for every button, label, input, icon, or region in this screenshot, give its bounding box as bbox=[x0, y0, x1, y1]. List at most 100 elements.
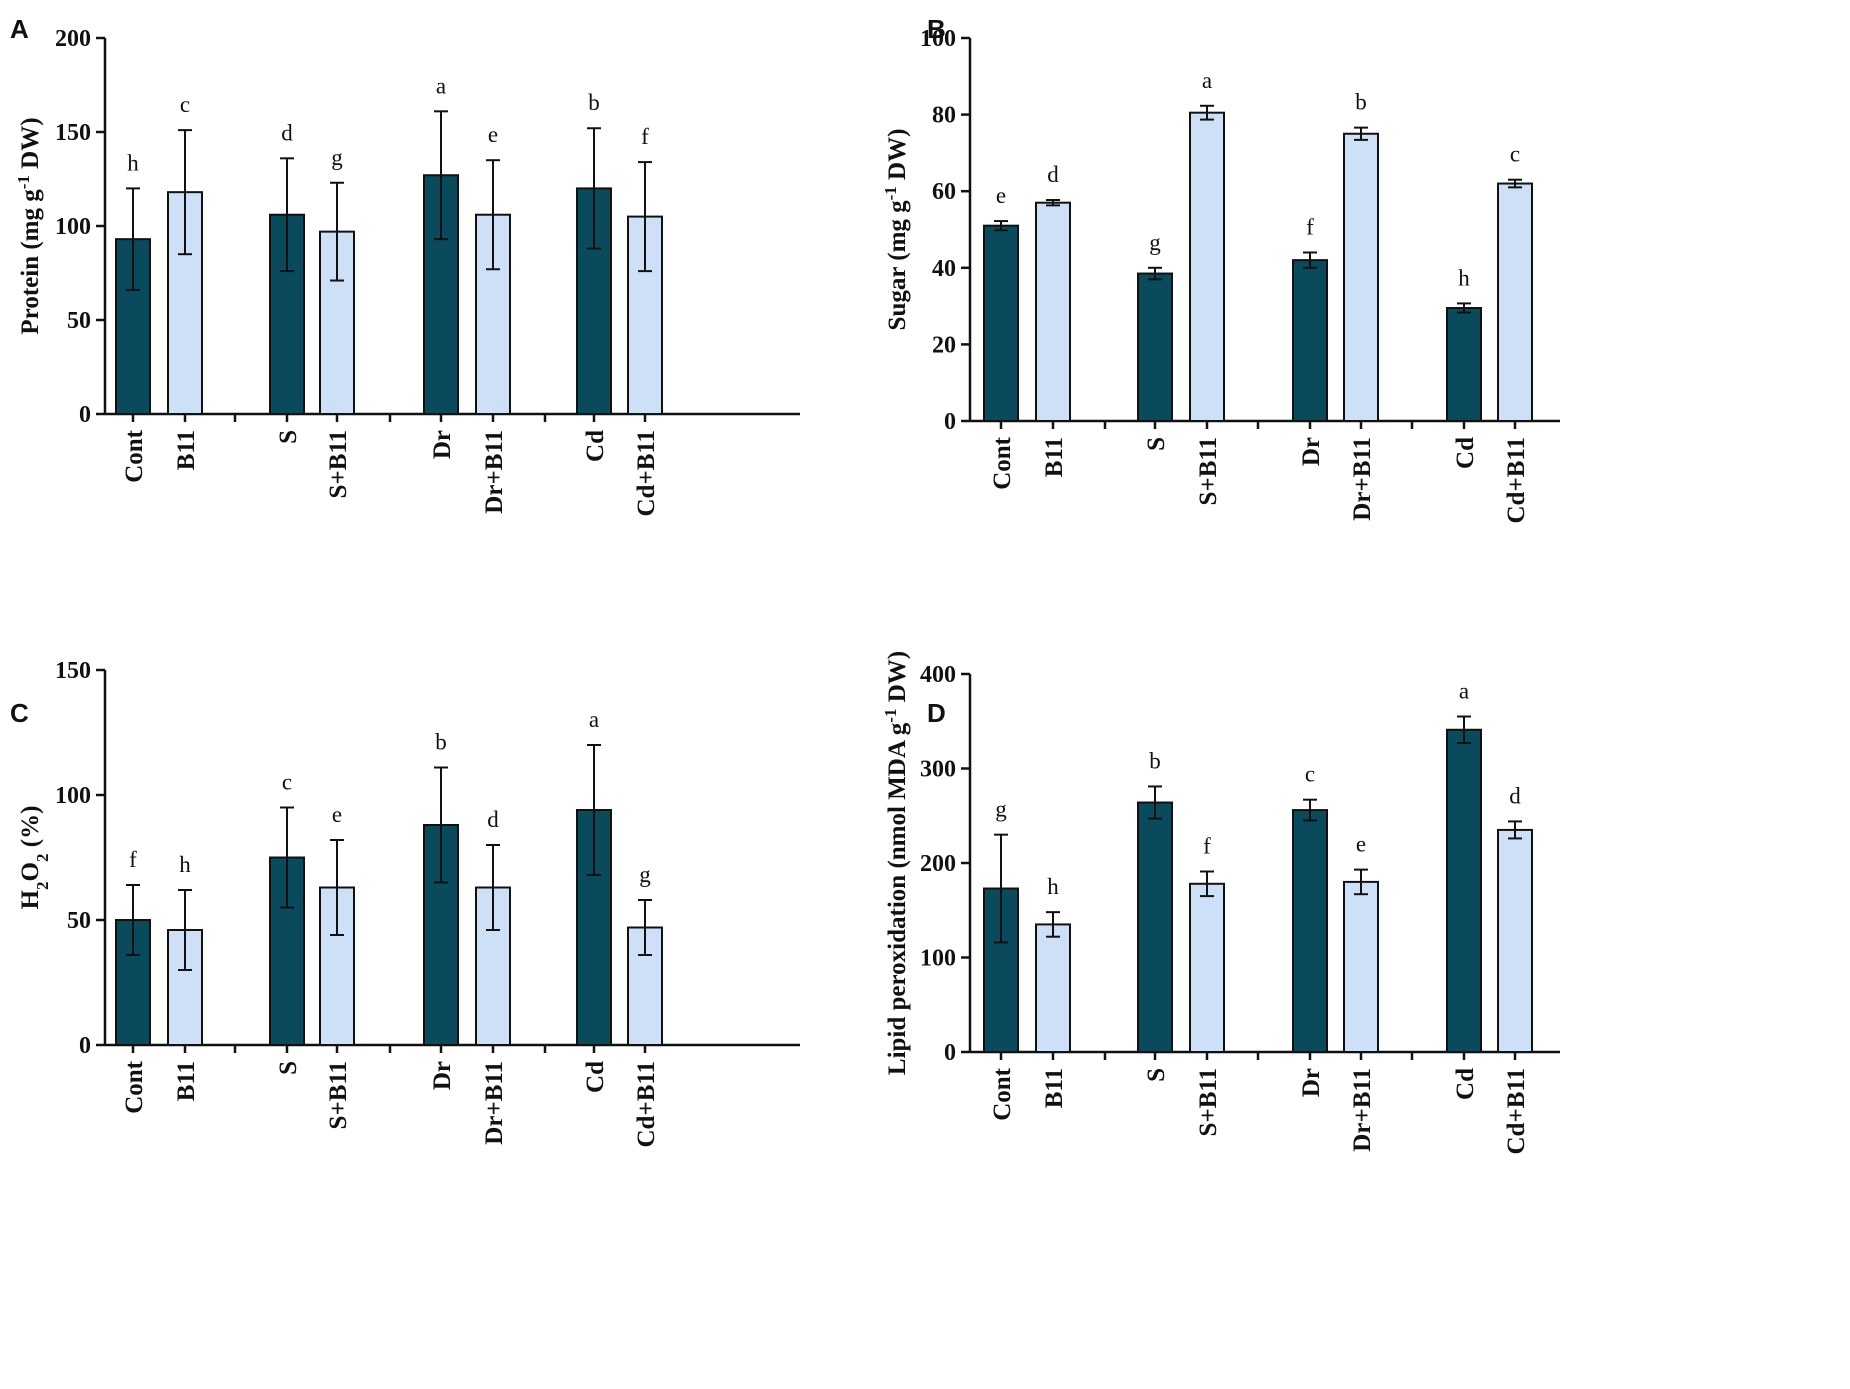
significance-letter: h bbox=[1047, 874, 1059, 899]
significance-letter: e bbox=[332, 802, 342, 827]
y-axis-title: Sugar (mg g-1 DW) bbox=[881, 129, 912, 331]
category-label: Cd bbox=[1452, 437, 1479, 469]
category-label: Dr+B11 bbox=[481, 1061, 508, 1145]
significance-letter: g bbox=[1149, 230, 1161, 255]
y-tick-label: 20 bbox=[932, 332, 956, 358]
panel-letter: B bbox=[927, 14, 946, 44]
y-axis-title: Lipid peroxidation (nmol MDA g-1 DW) bbox=[881, 651, 912, 1075]
category-label: S+B11 bbox=[325, 1061, 352, 1129]
significance-letter: h bbox=[127, 150, 139, 175]
category-label: Cont bbox=[121, 429, 148, 482]
category-label: Cd+B11 bbox=[633, 430, 660, 517]
category-label: S bbox=[275, 430, 302, 444]
category-label: Dr bbox=[429, 430, 456, 459]
category-label: Cont bbox=[989, 436, 1016, 489]
category-label: Cd+B11 bbox=[1503, 1068, 1530, 1155]
category-label: Cd+B11 bbox=[1503, 437, 1530, 524]
category-label: B11 bbox=[1041, 437, 1068, 477]
panel-letter: C bbox=[10, 698, 29, 728]
significance-letter: e bbox=[1356, 832, 1366, 857]
panel-a: A 0 50 100 150 200 Protein (mg g-1 DW) h Cont c B1… bbox=[10, 14, 800, 517]
y-tick-label: 0 bbox=[79, 402, 91, 428]
significance-letter: b bbox=[588, 90, 600, 115]
y-tick-label: 200 bbox=[920, 851, 956, 877]
category-label: Cd bbox=[1452, 1068, 1479, 1100]
y-tick-label: 100 bbox=[55, 783, 91, 809]
y-tick-label: 60 bbox=[932, 179, 956, 205]
category-label: Cd+B11 bbox=[633, 1061, 660, 1148]
significance-letter: g bbox=[995, 797, 1007, 822]
panel-d: D 0 100 200 300 400 Lipid peroxidation (nmol M… bbox=[881, 651, 1560, 1155]
bar-b11 bbox=[1035, 923, 1071, 1053]
panel-letter: A bbox=[10, 14, 29, 44]
bar-cd bbox=[1446, 307, 1482, 423]
y-tick-label: 150 bbox=[55, 120, 91, 146]
category-label: S+B11 bbox=[1195, 1068, 1222, 1136]
y-tick-label: 0 bbox=[944, 1040, 956, 1066]
significance-letter: f bbox=[129, 847, 137, 872]
significance-letter: a bbox=[1202, 68, 1212, 93]
y-tick-label: 0 bbox=[944, 409, 956, 435]
significance-letter: g bbox=[639, 862, 651, 887]
significance-letter: h bbox=[179, 852, 191, 877]
bar-cd-b11 bbox=[627, 215, 663, 415]
bar-b11 bbox=[1035, 201, 1071, 422]
bar-dr-b11 bbox=[1343, 880, 1379, 1054]
category-label: S+B11 bbox=[1195, 437, 1222, 505]
significance-letter: d bbox=[1509, 783, 1521, 808]
bar-cd-b11 bbox=[1497, 182, 1533, 422]
significance-letter: c bbox=[180, 92, 190, 117]
bar-dr-b11 bbox=[1343, 132, 1379, 422]
y-tick-label: 200 bbox=[55, 26, 91, 52]
y-tick-label: 300 bbox=[920, 757, 956, 783]
y-tick-label: 40 bbox=[932, 256, 956, 282]
significance-letter: b bbox=[1355, 90, 1367, 115]
category-label: Cont bbox=[121, 1060, 148, 1113]
category-label: S+B11 bbox=[325, 430, 352, 498]
y-axis-title: H2O2 (%) bbox=[17, 806, 52, 910]
y-tick-label: 400 bbox=[920, 662, 956, 688]
bar-s bbox=[1137, 801, 1173, 1054]
category-label: S bbox=[1143, 437, 1170, 451]
significance-letter: d bbox=[1047, 162, 1059, 187]
y-tick-label: 0 bbox=[79, 1033, 91, 1059]
significance-letter: f bbox=[1306, 214, 1314, 239]
y-tick-label: 150 bbox=[55, 658, 91, 684]
significance-letter: c bbox=[1510, 142, 1520, 167]
significance-letter: h bbox=[1458, 265, 1470, 290]
bar-dr bbox=[1292, 259, 1328, 423]
significance-letter: a bbox=[436, 73, 446, 98]
category-label: Dr+B11 bbox=[1349, 1068, 1376, 1152]
panel-letter: D bbox=[927, 698, 946, 728]
bar-s-b11 bbox=[1189, 882, 1225, 1053]
category-label: Dr+B11 bbox=[481, 430, 508, 514]
significance-letter: c bbox=[282, 770, 292, 795]
category-label: Dr bbox=[1298, 1068, 1325, 1097]
category-label: B11 bbox=[173, 1061, 200, 1101]
panel-c: C 0 50 100 150 H2O2 (%) f Cont h B11 c Se S+B11 b Dr d D… bbox=[10, 658, 800, 1148]
category-label: Cd bbox=[582, 430, 609, 462]
y-tick-label: 100 bbox=[920, 946, 956, 972]
significance-letter: c bbox=[1305, 762, 1315, 787]
bar-cont bbox=[983, 224, 1019, 422]
significance-letter: d bbox=[487, 807, 499, 832]
y-tick-label: 100 bbox=[920, 26, 956, 52]
significance-letter: d bbox=[281, 120, 293, 145]
category-label: Dr+B11 bbox=[1349, 437, 1376, 521]
bar-s bbox=[1137, 272, 1173, 423]
significance-letter: a bbox=[589, 707, 599, 732]
y-tick-label: 50 bbox=[67, 908, 91, 934]
category-label: S bbox=[1143, 1068, 1170, 1082]
category-label: B11 bbox=[173, 430, 200, 470]
bar-dr bbox=[1292, 809, 1328, 1054]
bar-cd bbox=[1446, 728, 1482, 1053]
y-tick-label: 50 bbox=[67, 308, 91, 334]
bar-cd-b11 bbox=[1497, 828, 1533, 1053]
significance-letter: a bbox=[1459, 679, 1469, 704]
significance-letter: f bbox=[641, 124, 649, 149]
significance-letter: b bbox=[435, 730, 447, 755]
significance-letter: b bbox=[1149, 748, 1161, 773]
category-label: Cd bbox=[582, 1061, 609, 1093]
y-axis-title: Protein (mg g-1 DW) bbox=[14, 117, 45, 334]
